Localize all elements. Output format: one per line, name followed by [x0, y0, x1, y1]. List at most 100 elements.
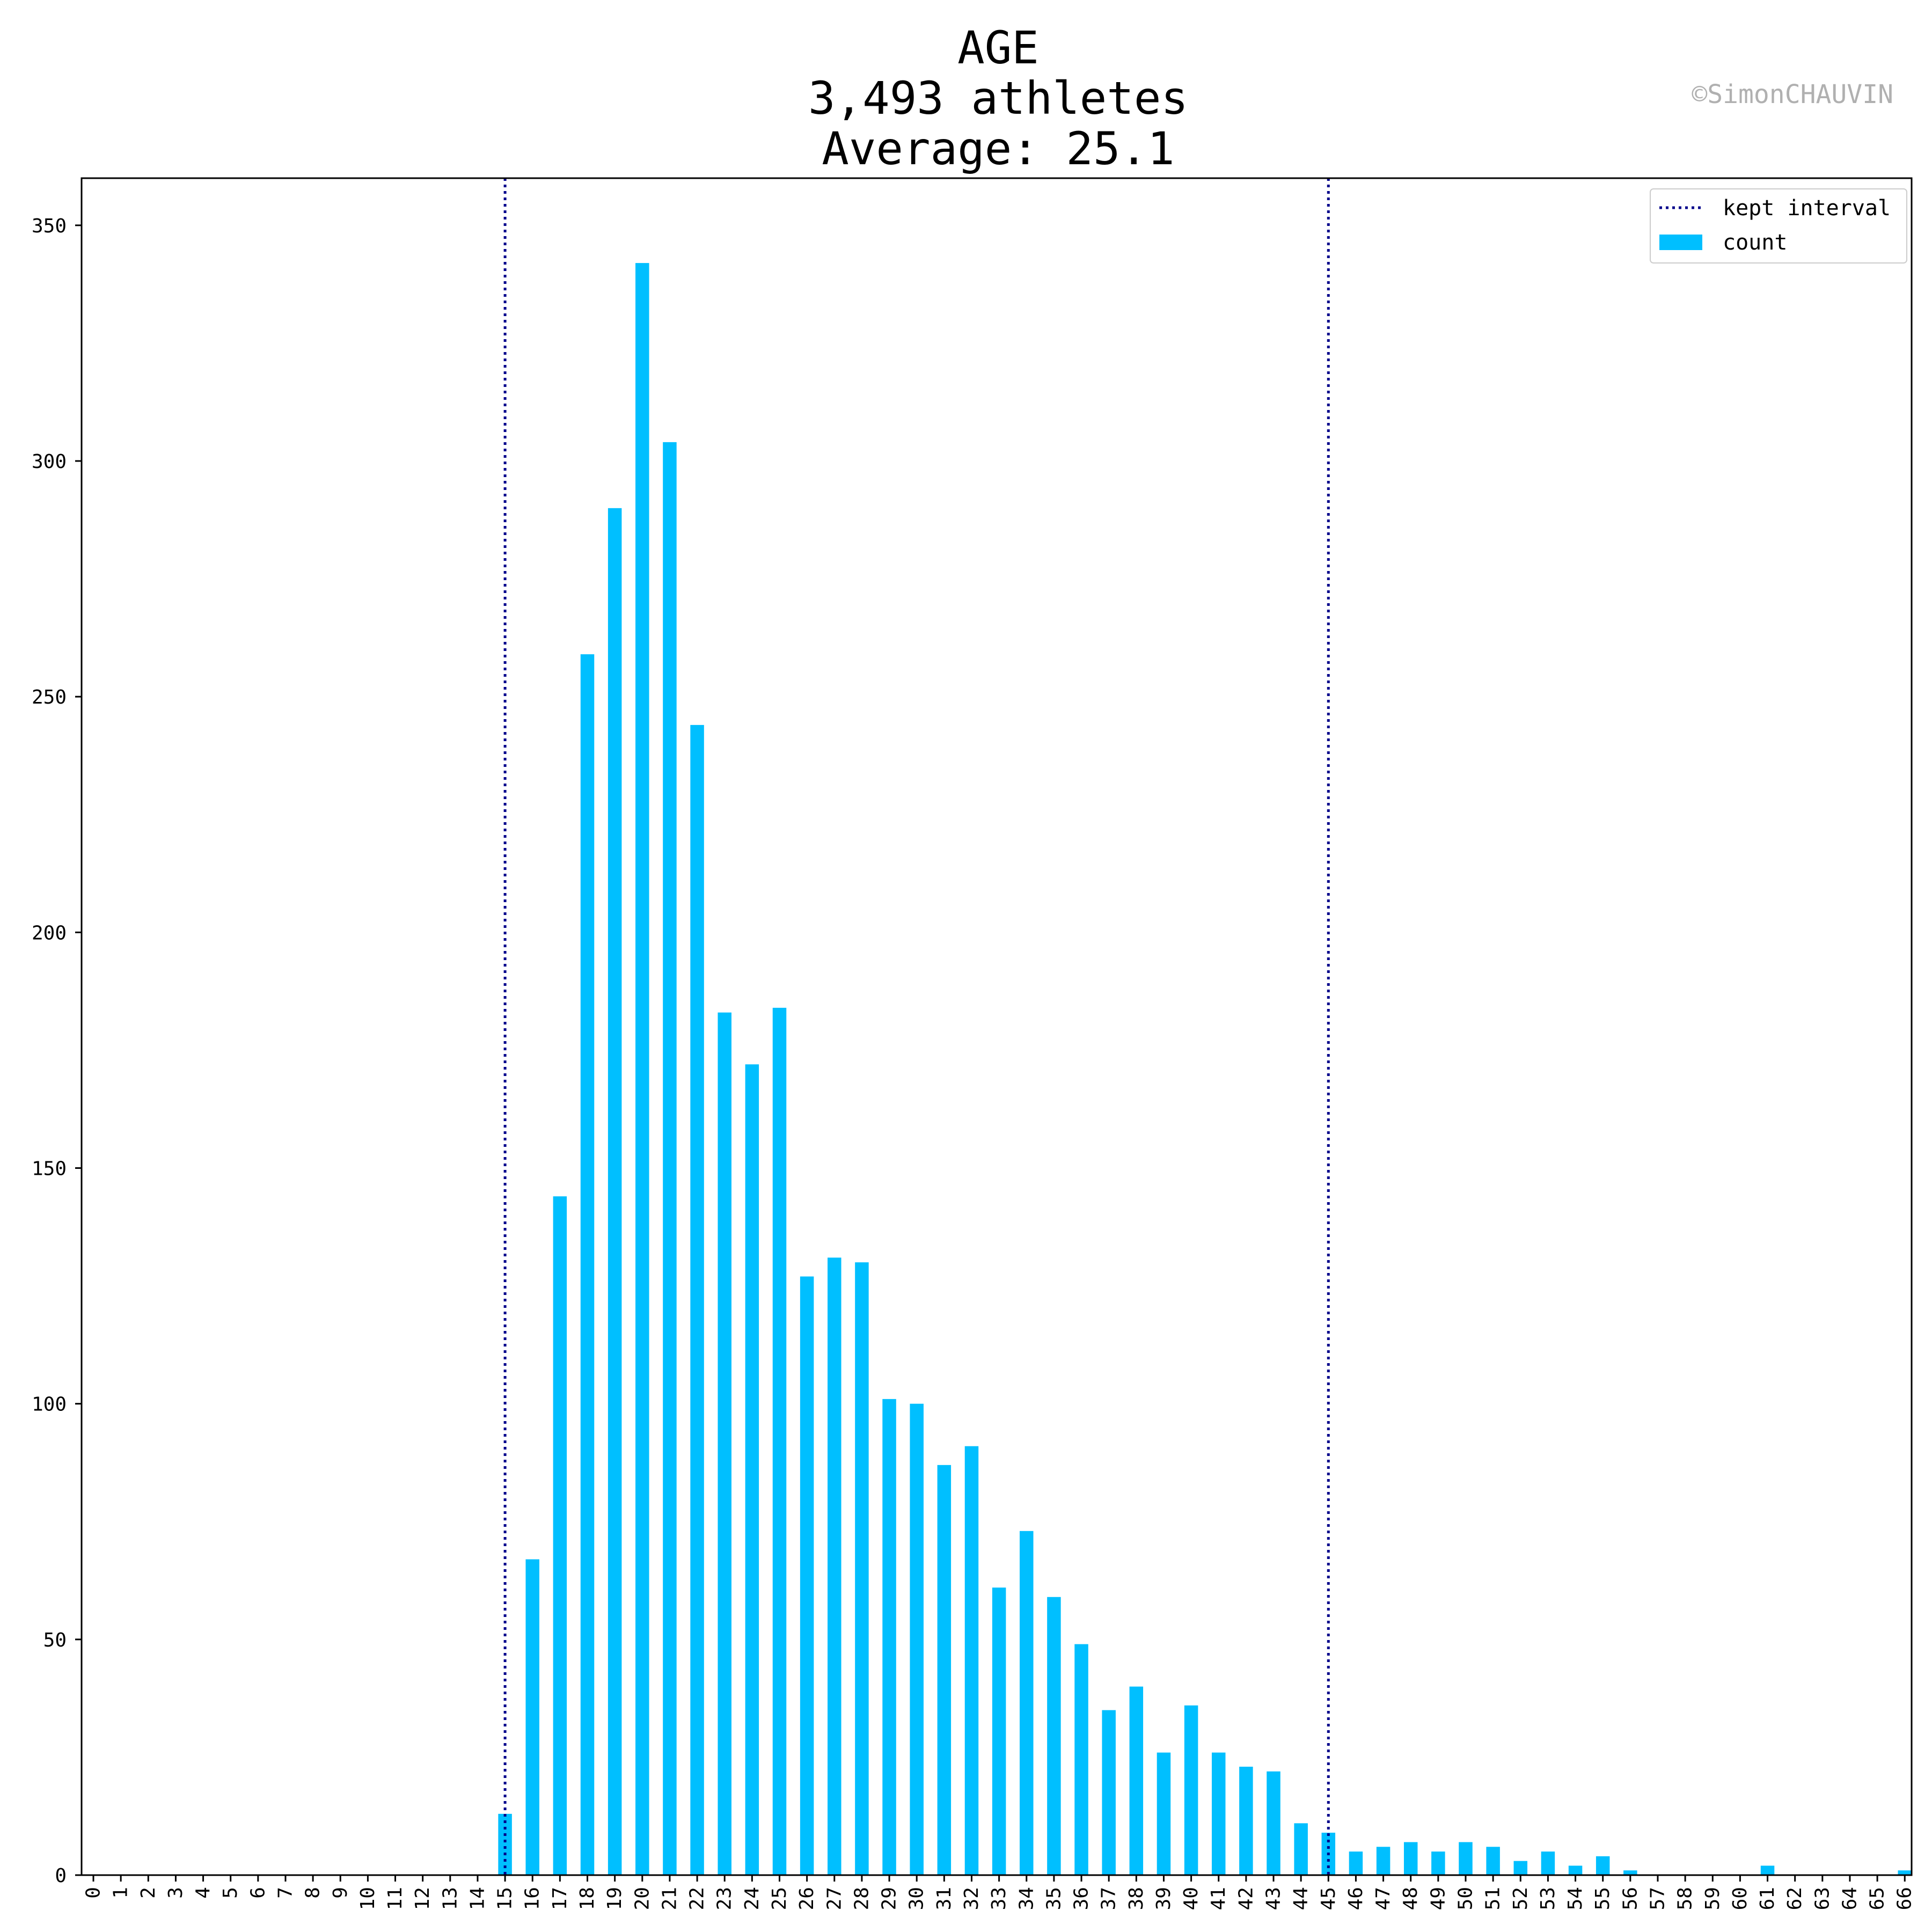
x-tick-label-11: 11: [384, 1887, 406, 1910]
x-tick-label-19: 19: [604, 1887, 626, 1910]
chart-title: AGE 3,493 athletes Average: 25.1: [808, 21, 1188, 175]
legend-kept-interval-label: kept interval: [1723, 196, 1891, 221]
x-tick-label-45: 45: [1318, 1887, 1340, 1910]
y-tick-label-350: 350: [32, 215, 67, 237]
x-tick-label-25: 25: [769, 1887, 791, 1910]
bar-age-27: [828, 1257, 841, 1875]
bar-age-37: [1102, 1710, 1116, 1875]
x-tick-label-60: 60: [1729, 1887, 1751, 1910]
bar-age-24: [745, 1064, 759, 1875]
x-tick-label-54: 54: [1564, 1887, 1586, 1910]
bar-age-35: [1047, 1597, 1061, 1875]
bar-age-47: [1376, 1847, 1391, 1875]
x-tick-label-15: 15: [494, 1887, 516, 1910]
bar-age-43: [1267, 1771, 1280, 1875]
x-tick-label-8: 8: [302, 1887, 324, 1899]
x-tick-label-36: 36: [1071, 1887, 1093, 1910]
bar-age-48: [1403, 1842, 1418, 1875]
bar-age-36: [1074, 1644, 1088, 1875]
bar-age-28: [855, 1262, 869, 1875]
x-tick-label-20: 20: [631, 1887, 653, 1910]
bar-age-23: [718, 1012, 731, 1875]
x-tick-label-7: 7: [274, 1887, 296, 1899]
x-tick-label-30: 30: [906, 1887, 928, 1910]
x-tick-label-5: 5: [219, 1887, 241, 1899]
x-tick-label-55: 55: [1592, 1887, 1614, 1910]
x-tick-label-63: 63: [1811, 1887, 1833, 1910]
legend: kept interval count: [1650, 188, 1907, 264]
x-tick-label-65: 65: [1867, 1887, 1889, 1910]
x-tick-label-23: 23: [714, 1887, 736, 1910]
bar-age-66: [1898, 1870, 1912, 1875]
bar-age-55: [1596, 1856, 1610, 1875]
x-tick-label-61: 61: [1757, 1887, 1779, 1910]
x-tick-label-39: 39: [1153, 1887, 1175, 1910]
chart-title-line-1: AGE: [957, 21, 1039, 74]
y-tick-label-100: 100: [32, 1394, 67, 1416]
x-tick-label-66: 66: [1894, 1887, 1916, 1910]
x-tick-label-10: 10: [357, 1887, 379, 1910]
x-tick-label-59: 59: [1702, 1887, 1724, 1910]
bar-age-25: [772, 1007, 787, 1875]
bar-age-18: [580, 654, 595, 1875]
bar-age-53: [1541, 1851, 1555, 1875]
x-tick-label-3: 3: [165, 1887, 187, 1899]
x-tick-label-44: 44: [1290, 1887, 1312, 1910]
bar-age-52: [1513, 1861, 1528, 1875]
x-tick-label-33: 33: [988, 1887, 1010, 1910]
bar-age-39: [1157, 1752, 1171, 1875]
x-tick-label-56: 56: [1619, 1887, 1641, 1910]
y-tick-label-0: 0: [55, 1865, 67, 1887]
bar-age-19: [608, 508, 622, 1875]
chart-title-line-3: Average: 25.1: [822, 122, 1174, 175]
x-tick-label-13: 13: [439, 1887, 461, 1910]
x-tick-label-17: 17: [549, 1887, 571, 1910]
bar-age-33: [992, 1587, 1006, 1875]
bar-age-51: [1486, 1847, 1500, 1875]
legend-count-swatch: [1659, 235, 1702, 250]
x-tick-label-27: 27: [823, 1887, 845, 1910]
y-tick-label-300: 300: [32, 451, 67, 473]
x-tick-label-2: 2: [137, 1887, 159, 1899]
x-tick-label-47: 47: [1372, 1887, 1394, 1910]
bar-age-17: [553, 1196, 567, 1875]
x-tick-label-16: 16: [522, 1887, 544, 1910]
x-tick-label-4: 4: [192, 1887, 214, 1899]
x-tick-label-41: 41: [1208, 1887, 1230, 1910]
x-tick-label-57: 57: [1646, 1887, 1668, 1910]
x-tick-label-6: 6: [247, 1887, 269, 1899]
x-tick-label-28: 28: [851, 1887, 873, 1910]
x-tick-label-42: 42: [1235, 1887, 1257, 1910]
legend-frame: [1650, 188, 1907, 264]
bar-age-34: [1020, 1531, 1034, 1875]
x-tick-label-26: 26: [796, 1887, 818, 1910]
x-tick-label-46: 46: [1345, 1887, 1367, 1910]
x-tick-label-35: 35: [1043, 1887, 1065, 1910]
bar-age-30: [910, 1403, 924, 1875]
bar-age-40: [1184, 1705, 1198, 1875]
x-tick-label-48: 48: [1400, 1887, 1422, 1910]
legend-count-label: count: [1723, 230, 1787, 255]
x-tick-label-21: 21: [658, 1887, 680, 1910]
x-tick-label-62: 62: [1784, 1887, 1806, 1910]
bar-age-50: [1459, 1842, 1473, 1875]
x-tick-label-38: 38: [1125, 1887, 1147, 1910]
x-tick-label-37: 37: [1098, 1887, 1120, 1910]
x-tick-label-43: 43: [1263, 1887, 1285, 1910]
y-tick-label-150: 150: [32, 1158, 67, 1180]
x-tick-label-1: 1: [110, 1887, 132, 1899]
x-tick-label-31: 31: [933, 1887, 955, 1910]
x-tick-label-24: 24: [741, 1887, 763, 1910]
bar-age-49: [1431, 1851, 1445, 1875]
watermark: ©SimonCHAUVIN: [1692, 79, 1893, 109]
bar-age-16: [525, 1559, 539, 1875]
x-tick-label-40: 40: [1180, 1887, 1202, 1910]
bar-age-31: [937, 1465, 952, 1875]
bar-age-46: [1349, 1851, 1363, 1875]
x-tick-label-53: 53: [1537, 1887, 1559, 1910]
x-tick-label-12: 12: [412, 1887, 434, 1910]
bar-age-54: [1568, 1865, 1583, 1875]
bar-age-21: [663, 442, 677, 1875]
x-tick-label-51: 51: [1482, 1887, 1504, 1910]
bar-age-29: [882, 1399, 896, 1875]
